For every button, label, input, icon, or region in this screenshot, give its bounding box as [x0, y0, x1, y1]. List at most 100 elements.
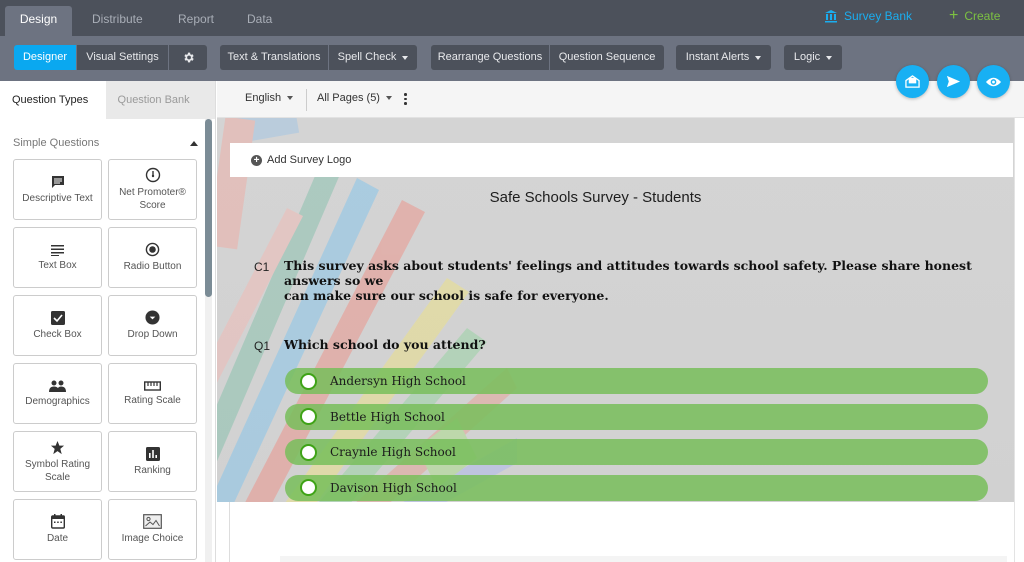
descriptive-text-c1[interactable]: This survey asks about students' feeling…	[284, 258, 1004, 303]
pages-dropdown[interactable]: All Pages (5)	[317, 92, 392, 104]
gauge-icon	[145, 167, 160, 183]
answer-option[interactable]: Craynle High School	[285, 439, 988, 465]
radio-icon[interactable]	[300, 443, 317, 461]
option-label: Andersyn High School	[330, 374, 466, 388]
star-icon	[50, 440, 65, 454]
top-navigation: Design Distribute Report Data Survey Ban…	[0, 0, 1024, 36]
plus-icon: +	[949, 7, 959, 24]
question-type-demographics[interactable]: Demographics	[13, 363, 102, 424]
people-icon	[49, 380, 66, 392]
envelope-open-icon	[905, 75, 920, 88]
chevron-down-icon	[287, 96, 294, 100]
question-type-label: Check Box	[33, 328, 82, 340]
radio-icon[interactable]	[300, 479, 317, 496]
divider	[306, 89, 307, 111]
question-type-radio-button[interactable]: Radio Button	[108, 227, 197, 288]
chevron-down-icon	[755, 55, 762, 60]
text-translations-button[interactable]: Text & Translations	[220, 45, 329, 70]
question-type-grid: Descriptive Text Net Promoter® Score Tex…	[13, 159, 198, 560]
plus-circle-icon: +	[251, 154, 262, 166]
logic-dropdown[interactable]: Logic	[784, 45, 842, 70]
spell-check-label: Spell Check	[337, 51, 397, 63]
email-preview-button[interactable]	[896, 65, 929, 98]
question-type-image-choice[interactable]: Image Choice	[108, 499, 197, 560]
question-type-ranking[interactable]: Ranking	[108, 431, 197, 492]
survey-bank-label: Survey Bank	[844, 9, 913, 23]
language-dropdown[interactable]: English	[245, 92, 294, 104]
designer-toolbar: Designer Visual Settings Text & Translat…	[0, 36, 1024, 81]
option-label: Craynle High School	[330, 445, 456, 459]
canvas-toolbar: English All Pages (5)	[217, 81, 1024, 118]
rearrange-questions-button[interactable]: Rearrange Questions	[431, 45, 550, 70]
question-type-label: Ranking	[134, 464, 171, 476]
panel-scrollbar[interactable]	[205, 119, 212, 562]
scrollbar-thumb[interactable]	[205, 119, 212, 297]
question-text-q1[interactable]: Which school do you attend?	[284, 337, 486, 352]
answer-option[interactable]: Bettle High School	[285, 403, 988, 430]
panel-tabs: Question Types Question Bank	[0, 81, 215, 119]
checkbox-icon	[50, 310, 65, 325]
designer-group: Designer Visual Settings	[14, 45, 207, 70]
pages-label: All Pages (5)	[317, 92, 380, 104]
answer-option[interactable]: Davison High School	[285, 474, 988, 501]
chevron-down-icon	[826, 55, 833, 60]
create-button[interactable]: + Create	[949, 7, 1001, 24]
question-type-date[interactable]: Date	[13, 499, 102, 560]
question-number-c1: C1	[254, 260, 270, 274]
answer-options: Andersyn High School Bettle High School …	[285, 368, 988, 502]
question-type-rating-scale[interactable]: Rating Scale	[108, 363, 197, 424]
create-label: Create	[964, 9, 1001, 23]
tab-design[interactable]: Design	[5, 6, 72, 36]
simple-questions-header[interactable]: Simple Questions	[13, 137, 198, 149]
tab-question-bank[interactable]: Question Bank	[105, 81, 215, 119]
question-type-text-box[interactable]: Text Box	[13, 227, 102, 288]
radio-icon	[145, 242, 160, 257]
question-type-label: Image Choice	[121, 533, 184, 544]
instant-alerts-dropdown[interactable]: Instant Alerts	[676, 45, 771, 70]
question-type-net-promoter-score[interactable]: Net Promoter® Score	[108, 159, 197, 220]
question-type-descriptive-text[interactable]: Descriptive Text	[13, 159, 102, 220]
question-type-check-box[interactable]: Check Box	[13, 295, 102, 356]
answer-option[interactable]: Andersyn High School	[285, 368, 988, 394]
bar-chart-icon	[145, 446, 160, 461]
spell-check-dropdown[interactable]: Spell Check	[329, 45, 417, 70]
more-options-icon[interactable]	[404, 93, 407, 105]
bank-icon	[825, 10, 837, 23]
add-logo-label: Add Survey Logo	[267, 154, 352, 166]
question-sequence-button[interactable]: Question Sequence	[550, 45, 664, 70]
question-type-label: Symbol Rating Scale	[24, 458, 91, 483]
logic-group: Logic	[784, 45, 842, 70]
add-survey-logo-button[interactable]: + Add Survey Logo	[230, 143, 1013, 177]
tab-report[interactable]: Report	[178, 12, 215, 26]
radio-icon[interactable]	[300, 408, 317, 425]
tab-distribute[interactable]: Distribute	[92, 12, 143, 26]
radio-icon[interactable]	[300, 372, 317, 390]
question-type-label: Net Promoter® Score	[119, 187, 186, 211]
alerts-group: Instant Alerts	[676, 45, 771, 70]
distribute-send-button[interactable]	[937, 65, 970, 98]
option-label: Davison High School	[330, 480, 457, 495]
settings-button[interactable]	[169, 45, 207, 70]
question-type-label: Drop Down	[127, 329, 178, 340]
dropdown-icon	[145, 310, 160, 325]
question-type-symbol-rating-scale[interactable]: Symbol Rating Scale	[13, 431, 102, 492]
survey-title[interactable]: Safe Schools Survey - Students	[489, 189, 702, 206]
tab-data[interactable]: Data	[247, 12, 273, 26]
canvas-lower-area	[229, 502, 1014, 562]
question-types-panel: Question Types Question Bank Simple Ques…	[0, 81, 216, 562]
preview-button[interactable]	[977, 65, 1010, 98]
chevron-up-icon	[190, 140, 198, 146]
image-icon	[143, 514, 162, 529]
chevron-down-icon	[385, 96, 392, 100]
designer-button[interactable]: Designer	[14, 45, 77, 70]
question-type-label: Text Box	[38, 259, 77, 271]
survey-bank-link[interactable]: Survey Bank	[824, 9, 912, 23]
question-type-label: Radio Button	[123, 261, 182, 272]
question-type-drop-down[interactable]: Drop Down	[108, 295, 197, 356]
eye-icon	[985, 77, 1002, 86]
send-icon	[946, 75, 961, 88]
visual-settings-button[interactable]: Visual Settings	[77, 45, 169, 70]
section-title: Simple Questions	[13, 137, 100, 149]
question-type-label: Date	[46, 533, 69, 544]
tab-question-types[interactable]: Question Types	[0, 81, 106, 119]
